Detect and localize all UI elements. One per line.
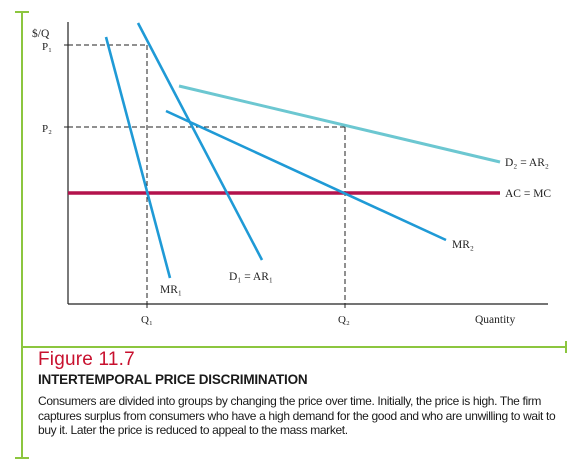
figure-number-prefix: Figure: [38, 349, 94, 370]
guide-lines: [68, 44, 346, 304]
label-mr1: MR₁: [160, 284, 182, 296]
frame-accent: [15, 11, 567, 459]
x-tick-q2: Q₂: [338, 314, 350, 326]
label-ac-mc: AC = MC: [505, 188, 551, 200]
label-mr2: MR₂: [452, 239, 474, 251]
y-axis-label: $/Q: [32, 27, 50, 40]
figure-heading: INTERTEMPORAL PRICE DISCRIMINATION: [38, 372, 308, 387]
x-axis-label: Quantity: [475, 314, 515, 326]
figure-number: Figure 11.7: [38, 350, 568, 370]
axes: [64, 22, 548, 308]
mr2-line: [165, 109, 447, 242]
d1-ar1-line: [136, 22, 264, 261]
y-tick-p2: P₂: [42, 123, 52, 135]
figure-caption-block: Figure 11.7 INTERTEMPORAL PRICE DISCRIMI…: [38, 350, 568, 438]
d2-ar2-line: [178, 84, 501, 164]
x-tick-q1: Q₁: [141, 314, 153, 326]
figure-number-value: 11.7: [98, 349, 135, 370]
label-d1-ar1: D₁ = AR₁: [229, 271, 273, 283]
figure-caption: Consumers are divided into groups by cha…: [38, 394, 556, 437]
mr1-line: [104, 36, 172, 279]
label-d2-ar2: D₂ = AR₂: [505, 157, 549, 169]
y-tick-p1: P₁: [42, 41, 52, 53]
